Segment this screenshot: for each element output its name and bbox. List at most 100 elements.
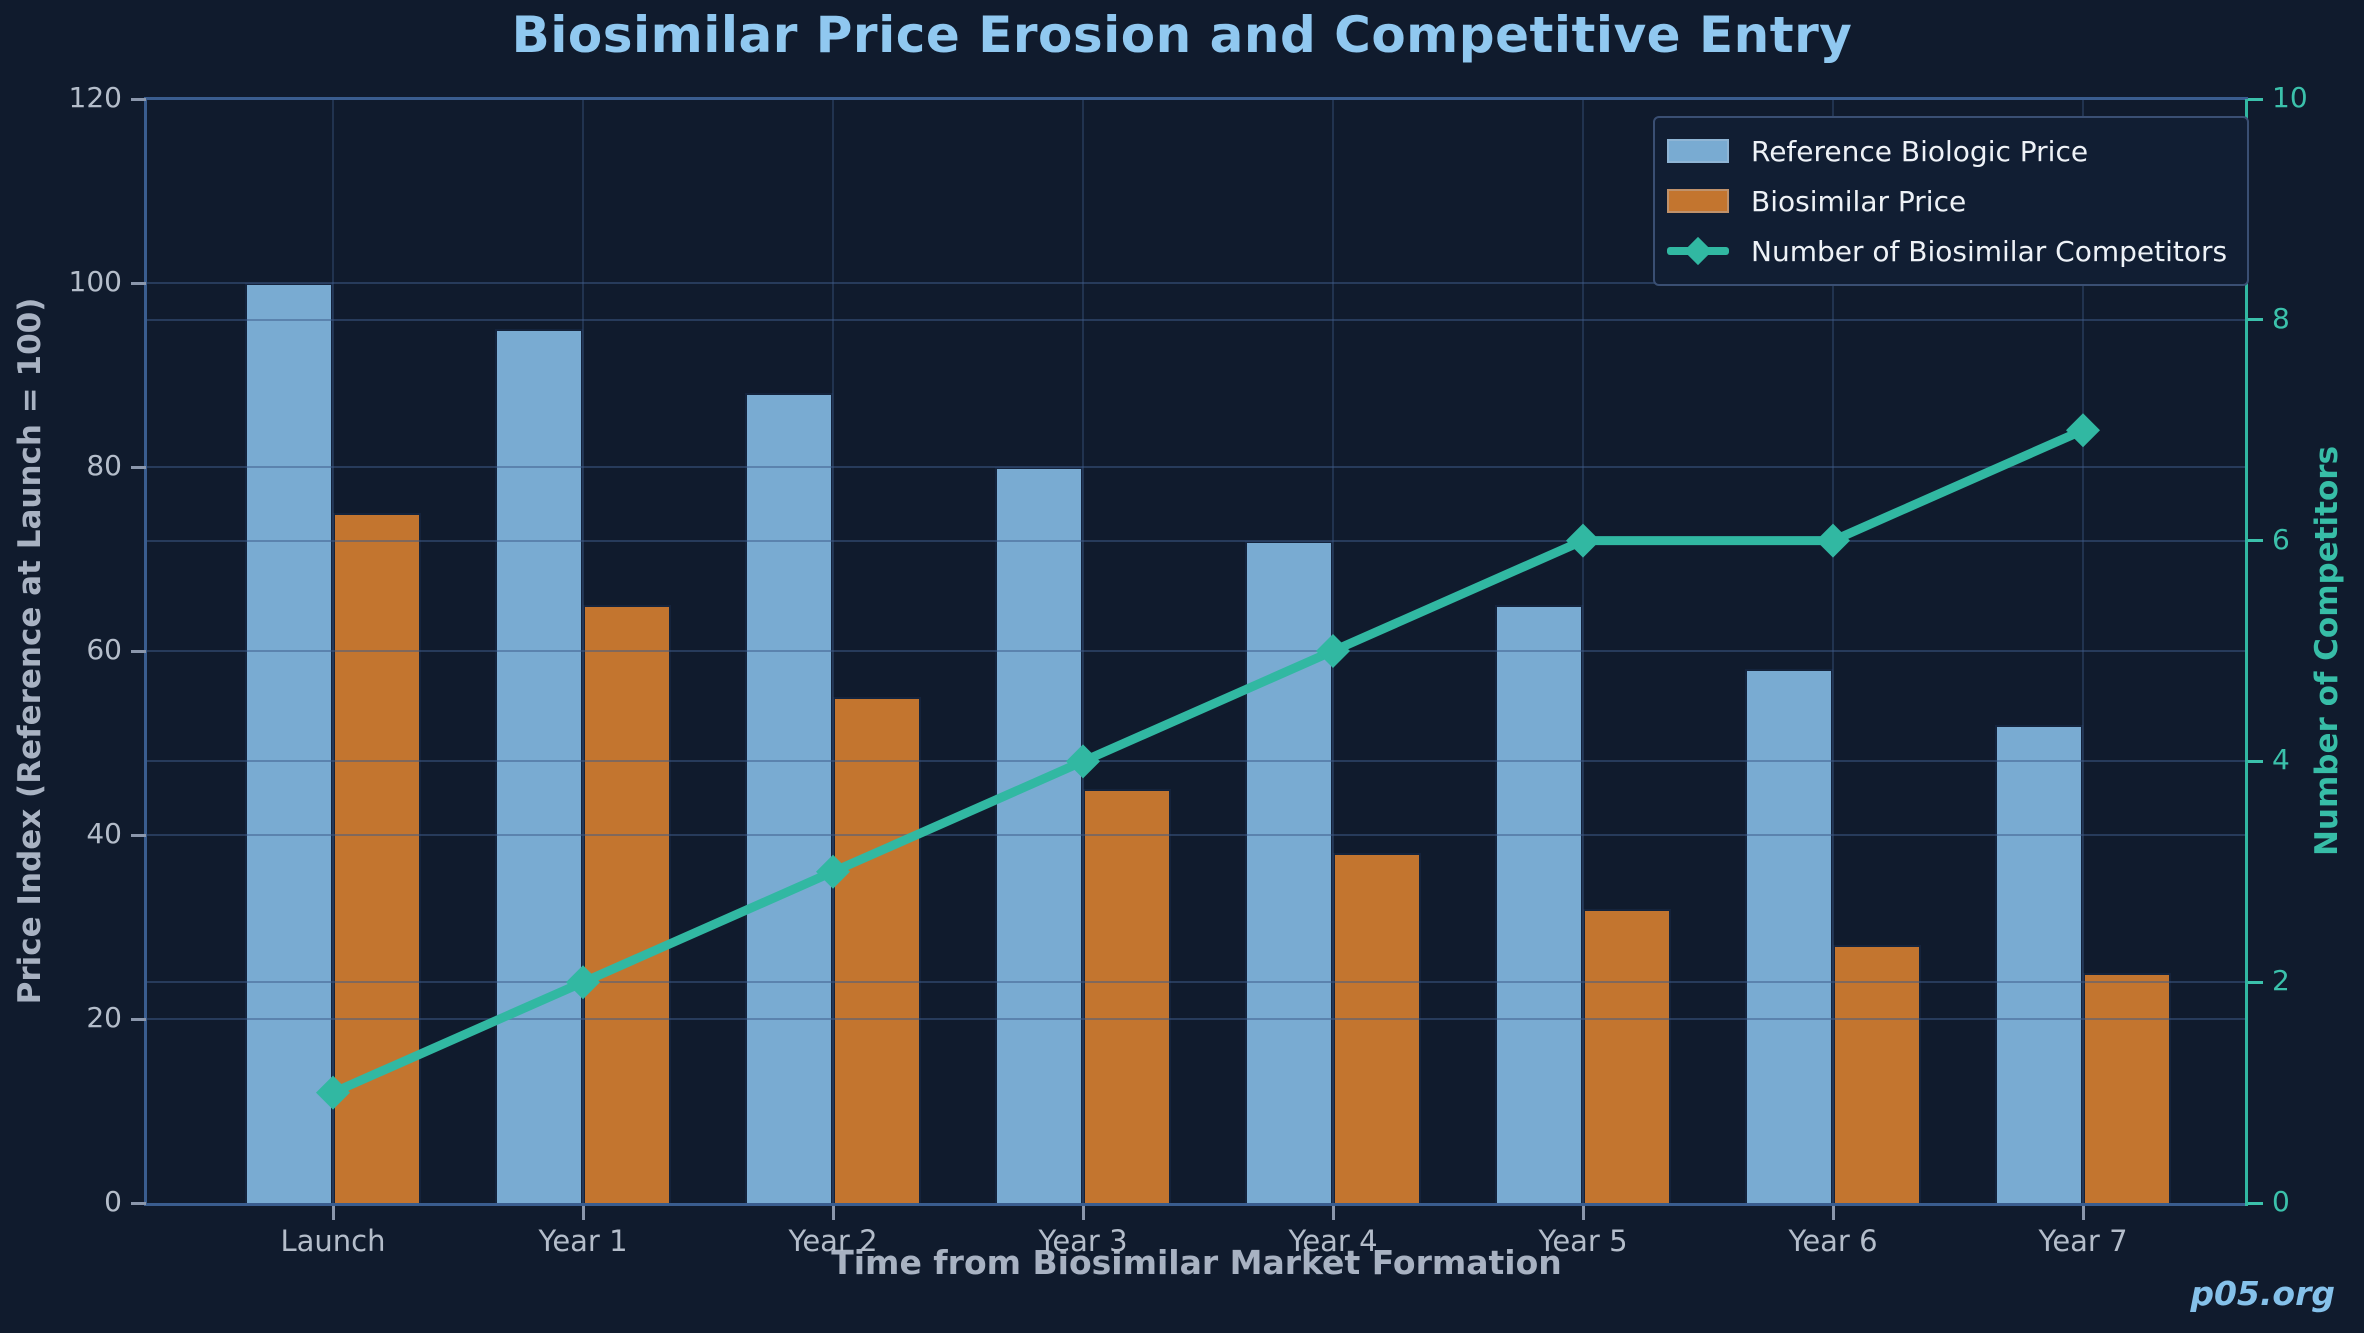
diamond-marker	[566, 965, 600, 1000]
gridline-horizontal	[147, 539, 2246, 542]
x-tick-label: Launch	[280, 1224, 386, 1258]
right-axis-title: Number of Competitors	[2309, 445, 2345, 857]
x-tick-mark	[1331, 1206, 1335, 1220]
left-tick-label: 80	[86, 449, 122, 482]
bar-reference	[495, 329, 583, 1203]
left-tick-label: 20	[86, 1001, 122, 1034]
right-tick-label: 4	[2272, 743, 2290, 777]
right-axis-spine	[2245, 99, 2248, 1206]
left-tick-label: 40	[86, 817, 122, 850]
x-tick-label: Year 3	[1038, 1224, 1128, 1258]
left-tick-label: 60	[86, 633, 122, 666]
right-tick-mark	[2248, 759, 2263, 763]
bar-biosimilar	[1833, 945, 1921, 1203]
x-tick-label: Year 5	[1538, 1224, 1628, 1258]
legend-swatch-reference-price	[1667, 139, 1729, 163]
gridline-horizontal	[147, 834, 2246, 836]
right-tick-label: 0	[2272, 1185, 2290, 1218]
gridline-horizontal	[147, 318, 2246, 321]
diamond-marker	[1316, 634, 1350, 668]
chart-title: Biosimilar Price Erosion and Competitive…	[511, 6, 1853, 64]
bar-biosimilar	[2083, 973, 2171, 1203]
bar-reference	[245, 283, 333, 1203]
gridline-vertical	[1082, 99, 1084, 1203]
line-path	[328, 425, 2088, 1098]
legend: Reference Biologic Price Biosimilar Pric…	[1653, 116, 2250, 286]
x-tick-mark	[1581, 1206, 1585, 1220]
gridline-horizontal	[147, 760, 2246, 763]
right-tick-mark	[2248, 1201, 2263, 1205]
bar-biosimilar	[583, 605, 671, 1203]
gridline-vertical	[1582, 99, 1584, 1203]
bar-reference	[1995, 724, 2083, 1203]
gridline-vertical	[832, 99, 834, 1203]
right-tick-label: 8	[2272, 301, 2290, 335]
left-tick-mark	[131, 465, 146, 469]
left-tick-label: 120	[68, 81, 122, 114]
x-tick-mark	[1831, 1206, 1835, 1220]
left-tick-mark	[131, 1017, 146, 1021]
legend-swatch-biosimilar-price	[1667, 189, 1729, 213]
legend-label: Number of Biosimilar Competitors	[1751, 234, 2228, 268]
diamond-marker	[816, 854, 850, 889]
bar-biosimilar	[1583, 908, 1671, 1203]
x-tick-mark	[831, 1206, 835, 1220]
legend-label: Biosimilar Price	[1751, 184, 1967, 218]
left-tick-label: 0	[104, 1185, 122, 1218]
plot-area	[147, 99, 2246, 1203]
right-tick-mark	[2248, 318, 2263, 322]
right-tick-mark	[2248, 97, 2263, 101]
legend-swatch-competitors-line	[1667, 236, 1729, 266]
gridline-horizontal	[147, 981, 2246, 984]
x-axis-title: Time from Biosimilar Market Formation	[831, 1243, 1562, 1282]
x-tick-mark	[581, 1206, 585, 1220]
legend-label: Reference Biologic Price	[1751, 134, 2089, 168]
diamond-marker	[1816, 523, 1850, 558]
gridline-vertical	[1832, 99, 1834, 1203]
legend-item: Biosimilar Price	[1667, 178, 2227, 224]
bar-reference	[1495, 605, 1583, 1203]
x-tick-mark	[331, 1206, 335, 1220]
diamond-marker	[316, 1075, 350, 1110]
x-axis-spine	[144, 1203, 2248, 1206]
watermark: p05.org	[2190, 1274, 2335, 1313]
left-tick-mark	[131, 97, 146, 101]
bar-reference	[1745, 669, 1833, 1203]
gridline-vertical	[2082, 99, 2084, 1203]
legend-item: Reference Biologic Price	[1667, 128, 2227, 174]
left-axis-spine	[144, 99, 147, 1206]
right-tick-label: 10	[2272, 81, 2308, 114]
right-tick-label: 2	[2272, 964, 2290, 998]
right-tick-mark	[2248, 980, 2263, 984]
gridline-vertical	[332, 99, 334, 1203]
diamond-marker	[2066, 413, 2100, 448]
right-tick-mark	[2248, 539, 2263, 543]
left-tick-mark	[131, 281, 146, 285]
left-tick-mark	[131, 1201, 146, 1205]
x-tick-label: Year 2	[788, 1224, 878, 1258]
diamond-marker	[1066, 744, 1100, 779]
x-tick-mark	[2081, 1206, 2085, 1220]
x-tick-label: Year 1	[538, 1224, 628, 1258]
gridline-horizontal	[147, 282, 2246, 284]
left-tick-mark	[131, 649, 146, 653]
x-tick-label: Year 4	[1288, 1224, 1378, 1258]
x-tick-label: Year 6	[1788, 1224, 1878, 1258]
legend-diamond-marker-icon	[1683, 236, 1713, 266]
competitors-line	[316, 413, 2100, 1110]
gridline-horizontal	[147, 466, 2246, 468]
bar-biosimilar	[1333, 853, 1421, 1203]
gridline-vertical	[582, 99, 584, 1203]
diamond-marker	[1566, 523, 1600, 558]
bar-biosimilar	[1083, 789, 1171, 1203]
bar-biosimilar	[833, 697, 921, 1203]
gridline-horizontal	[147, 1018, 2246, 1020]
right-tick-label: 6	[2272, 522, 2290, 556]
left-tick-mark	[131, 833, 146, 837]
gridline-horizontal	[147, 650, 2246, 652]
legend-item: Number of Biosimilar Competitors	[1667, 228, 2227, 274]
x-tick-mark	[1081, 1206, 1085, 1220]
top-spine	[144, 97, 2248, 100]
left-tick-label: 100	[68, 265, 122, 298]
